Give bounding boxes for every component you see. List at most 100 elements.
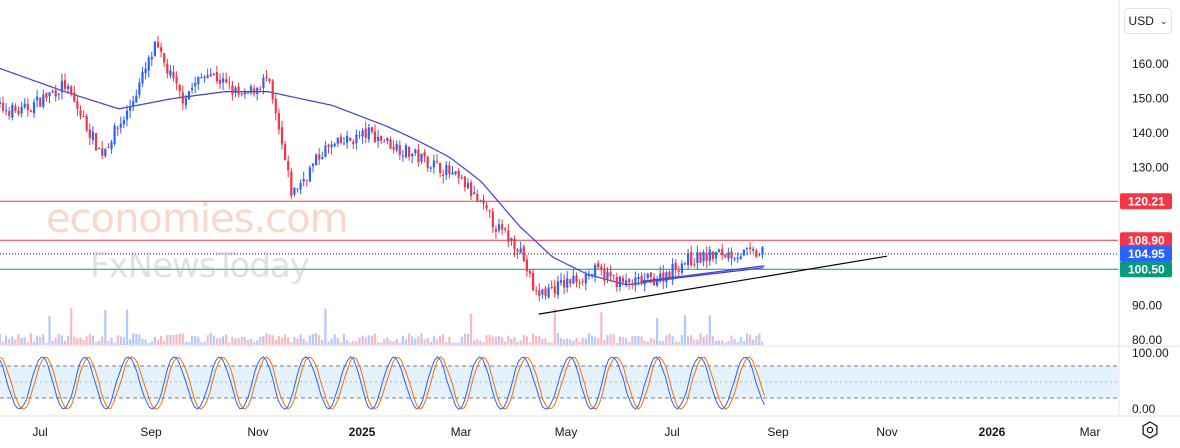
candle-body [277,113,280,130]
volume-bar [373,333,377,345]
candle-body [643,279,646,285]
volume-bar [11,336,14,345]
candle-body [187,91,191,100]
volume-bar [76,338,79,345]
volume-bar [482,342,485,345]
candle-body [246,92,249,94]
candle-body [73,92,76,102]
candle-body [141,72,144,84]
volume-bar [494,336,497,345]
candle-body [349,137,352,141]
candle-body [228,82,231,84]
chevron-down-icon: ⌄ [1159,15,1168,26]
level-badge-resistance [1120,232,1172,249]
candle-body [290,171,293,196]
candle-body [256,87,259,95]
candle-body [79,110,82,116]
volume-bar [119,336,122,345]
candle-body [191,88,194,90]
candle-body [625,280,628,284]
candle-body [302,178,305,182]
candle-body [479,200,482,202]
candle-body [138,82,141,95]
volume-bar [166,334,169,345]
volume-bar [191,335,194,345]
level-badge-support [1120,261,1172,278]
candle-body [550,286,553,288]
candle-body [597,263,600,268]
candle-body [522,246,525,262]
volume-bar [528,342,532,345]
volume-bar [144,339,147,345]
candle-body [451,172,454,175]
volume-bar [479,340,482,345]
candle-body [730,251,733,259]
volume-bar [197,336,200,345]
volume-bar [457,342,460,345]
candle-body [91,131,94,141]
candle-body [383,141,386,143]
candle-body [659,273,662,281]
candle-body [29,110,32,112]
candle-body [48,92,51,97]
settings-icon[interactable] [1141,421,1159,439]
volume-bar [122,337,125,345]
price-tick-label: 160.00 [1132,57,1169,71]
volume-bar [287,337,290,345]
candle-body [519,248,522,253]
time-tick-label: 2026 [979,425,1006,439]
candle-body [417,149,420,162]
candle-body [299,182,302,190]
candle-body [172,72,175,79]
volume-bar [274,339,277,345]
currency-selector[interactable]: USD ⌄ [1124,8,1172,34]
volume-bar [637,335,640,345]
candle-body [274,98,277,114]
candle-body [432,160,435,168]
volume-bar [572,340,575,345]
candle-body [113,125,116,144]
candle-body [370,127,373,132]
volume-bar [488,334,491,345]
volume-bar [321,340,324,345]
volume-bar [178,333,181,345]
volume-bar [284,334,287,345]
candle-body [665,272,668,283]
volume-bar [705,334,708,345]
volume-bar [243,337,246,345]
candle-body [724,254,727,258]
volume-bar [699,333,702,345]
candle-body [395,143,398,151]
volume-bar [476,339,479,345]
volume-bar [451,342,454,345]
candle-body [104,148,107,157]
volume-bar [752,339,755,345]
candle-body [11,104,14,118]
volume-bar [522,334,525,345]
volume-bar [454,342,457,345]
candle-body [525,259,528,272]
candle-body [578,282,581,284]
candle-body [163,53,166,63]
volume-bar [749,334,752,345]
candle-body [119,123,122,128]
volume-bar [367,335,370,345]
time-tick-label: May [555,425,578,439]
candle-body [544,288,547,296]
candle-body [169,70,172,76]
candle-body [243,90,246,95]
trendline [538,255,888,315]
volume-bar [32,341,36,345]
volume-bar [110,337,113,345]
volume-bar [674,341,677,345]
candle-body [575,275,578,283]
candle-body [234,87,237,94]
volume-bar [262,336,265,345]
candle-body [559,280,563,283]
volume-bar [377,342,380,345]
volume-bar [519,340,522,345]
volume-bars [0,308,764,345]
candle-body [656,281,659,286]
candle-body [271,80,274,100]
